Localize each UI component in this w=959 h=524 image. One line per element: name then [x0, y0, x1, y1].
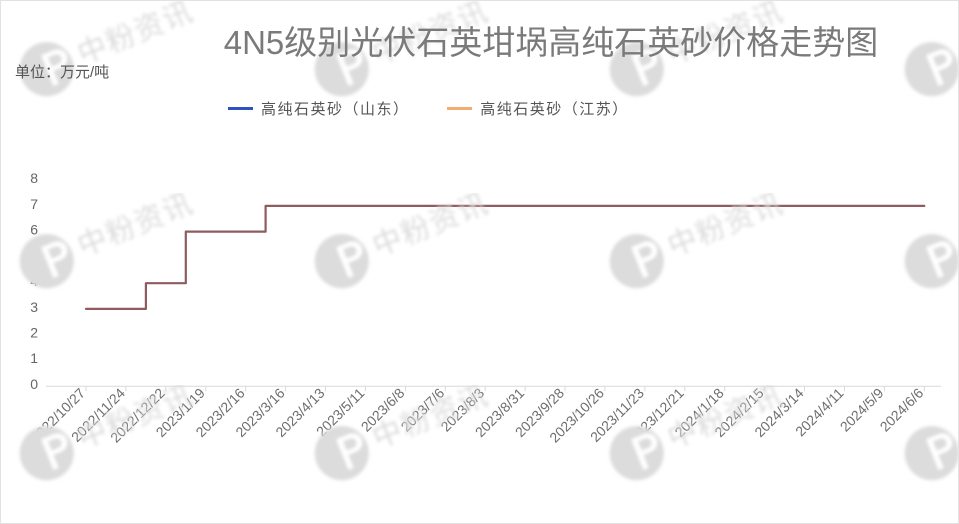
svg-text:5: 5 — [30, 247, 38, 263]
svg-text:0: 0 — [30, 376, 38, 392]
svg-text:3: 3 — [30, 299, 38, 315]
svg-text:8: 8 — [30, 170, 38, 186]
svg-text:1: 1 — [30, 350, 38, 366]
svg-text:4: 4 — [30, 273, 38, 289]
svg-text:2024/6/6: 2024/6/6 — [877, 385, 927, 435]
svg-text:6: 6 — [30, 222, 38, 238]
svg-text:7: 7 — [30, 196, 38, 212]
svg-text:2: 2 — [30, 325, 38, 341]
